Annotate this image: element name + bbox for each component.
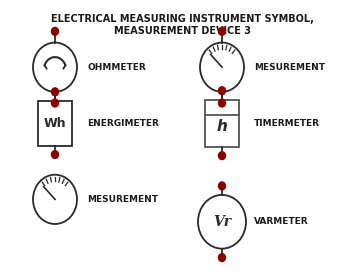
Circle shape <box>51 151 59 158</box>
Text: TIMERMETER: TIMERMETER <box>254 119 320 128</box>
Circle shape <box>218 87 226 95</box>
Circle shape <box>218 99 226 107</box>
Text: MESUREMENT: MESUREMENT <box>87 195 158 204</box>
Text: Vr: Vr <box>213 215 231 229</box>
Circle shape <box>51 99 59 107</box>
Text: OHMMETER: OHMMETER <box>87 63 146 72</box>
Text: ENERGIMETER: ENERGIMETER <box>87 119 159 128</box>
Bar <box>205 100 239 147</box>
Circle shape <box>218 182 226 190</box>
Text: ELECTRICAL MEASURING INSTRUMENT SYMBOL,: ELECTRICAL MEASURING INSTRUMENT SYMBOL, <box>51 14 313 24</box>
Circle shape <box>51 27 59 35</box>
Bar <box>38 101 72 146</box>
Text: h: h <box>217 119 228 134</box>
Circle shape <box>218 152 226 160</box>
Circle shape <box>218 254 226 262</box>
Text: MEASUREMENT DEVICE 3: MEASUREMENT DEVICE 3 <box>114 26 250 36</box>
Text: VARMETER: VARMETER <box>254 217 309 226</box>
Text: MESUREMENT: MESUREMENT <box>254 63 325 72</box>
Text: Wh: Wh <box>44 117 66 130</box>
Circle shape <box>51 88 59 96</box>
Circle shape <box>218 27 226 35</box>
